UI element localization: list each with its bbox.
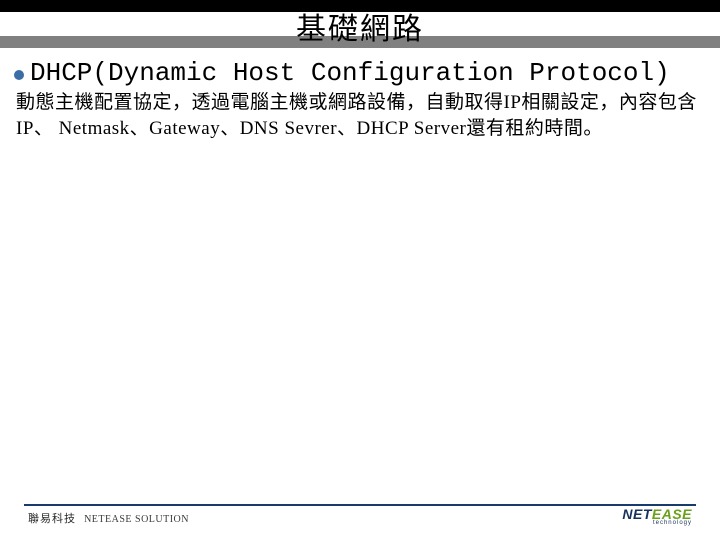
logo-subtext: technology [653,520,692,526]
body-text: 動態主機配置協定，透過電腦主機或網路設備，自動取得IP相關設定，內容包含IP、 … [16,90,708,141]
footer-company-zh: 聯易科技 [28,513,76,525]
bullet-item: DHCP(Dynamic Host Configuration Protocol… [14,58,706,88]
logo-part-a: NET [622,506,652,522]
footer-company: 聯易科技 NETEASE SOLUTION [28,510,189,526]
content-area: DHCP(Dynamic Host Configuration Protocol… [14,58,706,141]
slide: 基礎網路 DHCP(Dynamic Host Configuration Pro… [0,0,720,540]
footer-logo: NETEASE technology [622,506,692,526]
footer: 聯易科技 NETEASE SOLUTION NETEASE technology [0,504,720,534]
bullet-icon [14,70,24,80]
heading-text: DHCP(Dynamic Host Configuration Protocol… [30,58,670,88]
footer-divider [24,504,696,506]
slide-title: 基礎網路 [0,4,720,48]
footer-company-en: NETEASE SOLUTION [84,514,189,525]
